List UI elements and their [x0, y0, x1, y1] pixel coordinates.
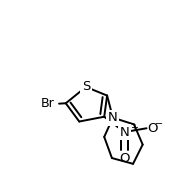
Text: −: − — [155, 119, 163, 129]
Text: N: N — [120, 126, 129, 139]
Text: Br: Br — [41, 97, 54, 110]
Text: O: O — [119, 152, 130, 165]
Text: N: N — [108, 111, 118, 124]
Text: +: + — [130, 123, 138, 133]
Text: S: S — [82, 80, 90, 93]
Text: O: O — [147, 122, 158, 135]
